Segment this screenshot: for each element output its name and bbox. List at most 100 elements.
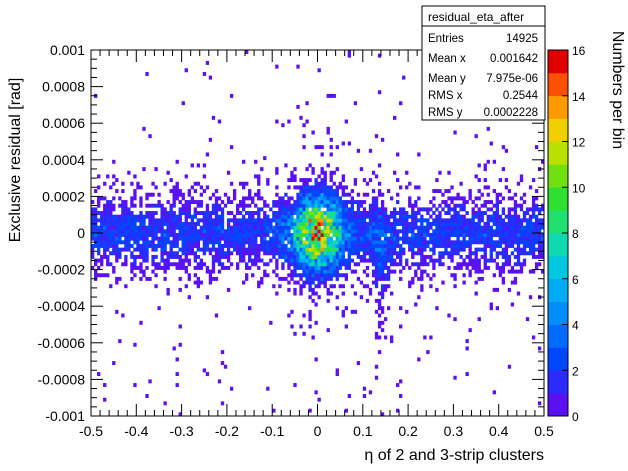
- heatmap-cell: [130, 218, 134, 223]
- heatmap-cell: [465, 265, 469, 270]
- heatmap-cell: [299, 262, 303, 267]
- heatmap-cell: [341, 192, 345, 197]
- heatmap-cell: [223, 364, 228, 369]
- heatmap-cell: [115, 280, 119, 285]
- heatmap-cell: [329, 214, 333, 219]
- heatmap-cell: [217, 119, 222, 124]
- heatmap-cell: [232, 218, 237, 223]
- heatmap-cell: [477, 236, 481, 241]
- heatmap-cell: [389, 233, 394, 237]
- heatmap-cell: [118, 247, 122, 252]
- heatmap-cell: [405, 225, 409, 230]
- heatmap-cell: [531, 251, 536, 256]
- heatmap-cell: [389, 251, 394, 256]
- heatmap-cell: [522, 240, 527, 245]
- heatmap-cell: [374, 236, 379, 241]
- heatmap-cell: [232, 233, 237, 237]
- heatmap-cell: [154, 229, 158, 234]
- heatmap-cell: [193, 211, 197, 215]
- heatmap-cell: [534, 247, 539, 252]
- heatmap-cell: [245, 181, 249, 186]
- heatmap-cell: [133, 196, 137, 201]
- heatmap-cell: [284, 243, 288, 248]
- heatmap-cell: [495, 222, 499, 226]
- heatmap-cell: [359, 280, 364, 285]
- heatmap-cell: [474, 236, 478, 241]
- heatmap-cell: [148, 379, 152, 384]
- heatmap-cell: [257, 225, 261, 230]
- heatmap-cell: [115, 233, 119, 237]
- heatmap-cell: [187, 229, 191, 234]
- heatmap-cell: [269, 251, 273, 256]
- heatmap-cell: [528, 218, 533, 223]
- heatmap-cell: [151, 222, 155, 226]
- heatmap-cell: [257, 214, 261, 219]
- heatmap-cell: [299, 291, 303, 296]
- heatmap-cell: [483, 254, 487, 259]
- heatmap-cell: [251, 273, 255, 278]
- heatmap-cell: [248, 233, 252, 237]
- heatmap-cell: [214, 214, 219, 219]
- heatmap-cell: [374, 251, 379, 256]
- heatmap-cell: [172, 203, 176, 208]
- heatmap-cell: [314, 251, 318, 256]
- heatmap-cell: [187, 233, 191, 237]
- heatmap-cell: [175, 383, 179, 388]
- heatmap-cell: [187, 214, 191, 219]
- heatmap-cell: [148, 243, 152, 248]
- heatmap-cell: [166, 229, 170, 234]
- heatmap-cell: [103, 214, 107, 219]
- heatmap-cell: [220, 225, 225, 230]
- heatmap-cell: [151, 211, 155, 215]
- heatmap-cell: [420, 269, 424, 274]
- heatmap-cell: [275, 211, 279, 215]
- heatmap-cell: [130, 214, 134, 219]
- heatmap-cell: [293, 174, 297, 179]
- heatmap-cell: [474, 269, 478, 274]
- heatmap-cell: [263, 269, 267, 274]
- heatmap-cell: [254, 218, 258, 223]
- heatmap-cell: [338, 258, 342, 263]
- colorbar-segment: [548, 278, 568, 303]
- heatmap-cell: [160, 218, 164, 223]
- heatmap-cell: [489, 302, 493, 307]
- heatmap-cell: [365, 265, 370, 270]
- heatmap-cell: [269, 229, 273, 234]
- heatmap-cell: [263, 262, 267, 267]
- heatmap-cell: [335, 368, 339, 373]
- heatmap-cell: [160, 211, 164, 215]
- heatmap-cell: [103, 273, 107, 278]
- heatmap-cell: [435, 178, 439, 183]
- heatmap-cell: [323, 258, 327, 263]
- heatmap-cell: [338, 236, 342, 241]
- heatmap-cell: [109, 211, 113, 215]
- heatmap-cell: [254, 247, 258, 252]
- heatmap-cell: [335, 211, 339, 215]
- heatmap-cell: [151, 229, 155, 234]
- heatmap-cell: [211, 247, 216, 252]
- heatmap-cell: [399, 222, 403, 226]
- heatmap-cell: [242, 280, 246, 285]
- heatmap-cell: [284, 207, 288, 212]
- heatmap-cell: [317, 196, 321, 201]
- heatmap-cell: [383, 284, 388, 289]
- heatmap-cell: [402, 240, 406, 245]
- heatmap-cell: [498, 236, 503, 241]
- heatmap-cell: [338, 196, 342, 201]
- heatmap-cell: [305, 276, 309, 281]
- heatmap-cell: [501, 276, 506, 281]
- heatmap-cell: [169, 225, 173, 230]
- heatmap-cell: [272, 200, 276, 205]
- heatmap-cell: [278, 229, 282, 234]
- heatmap-cell: [109, 236, 113, 241]
- heatmap-cell: [371, 222, 376, 226]
- z-axis-label: Numbers per bin: [609, 31, 626, 149]
- heatmap-cell: [103, 233, 107, 237]
- heatmap-cell: [323, 284, 327, 289]
- heatmap-cell: [187, 247, 191, 252]
- heatmap-cell: [266, 214, 270, 219]
- heatmap-cell: [435, 240, 439, 245]
- heatmap-cell: [266, 251, 270, 256]
- heatmap-cell: [320, 178, 324, 183]
- heatmap-cell: [118, 240, 122, 245]
